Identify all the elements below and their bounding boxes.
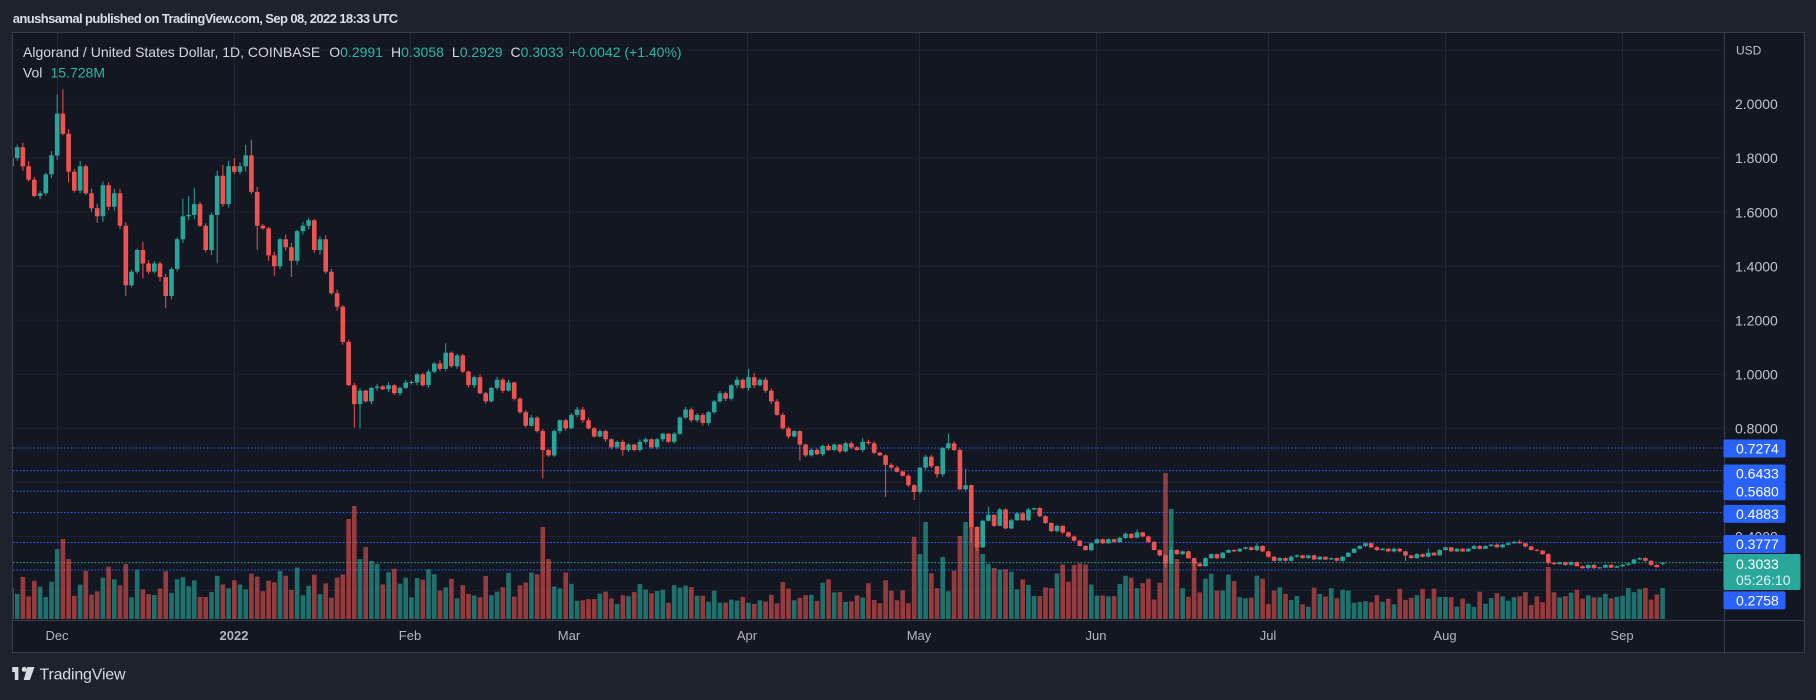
svg-text:Dec: Dec bbox=[45, 628, 69, 643]
svg-text:Algorand / United States Dolla: Algorand / United States Dollar, 1D, COI… bbox=[23, 44, 682, 60]
svg-text:anushsamal published on Tradin: anushsamal published on TradingView.com,… bbox=[13, 11, 399, 26]
svg-text:1.2000: 1.2000 bbox=[1735, 312, 1778, 328]
svg-text:0.3033: 0.3033 bbox=[1736, 556, 1779, 572]
svg-text:Feb: Feb bbox=[399, 628, 421, 643]
svg-text:Sep: Sep bbox=[1610, 628, 1633, 643]
svg-text:Jul: Jul bbox=[1260, 628, 1277, 643]
svg-text:Jun: Jun bbox=[1086, 628, 1107, 643]
svg-text:Vol: Vol bbox=[23, 65, 42, 81]
svg-text:0.6433: 0.6433 bbox=[1736, 466, 1779, 482]
svg-text:Mar: Mar bbox=[558, 628, 581, 643]
svg-text:2.0000: 2.0000 bbox=[1735, 96, 1778, 112]
svg-text:0.5680: 0.5680 bbox=[1736, 483, 1779, 499]
svg-text:USD: USD bbox=[1736, 44, 1762, 58]
svg-text:May: May bbox=[907, 628, 932, 643]
svg-text:Apr: Apr bbox=[737, 628, 758, 643]
svg-text:2022: 2022 bbox=[220, 628, 249, 643]
svg-text:0.2758: 0.2758 bbox=[1736, 592, 1779, 608]
svg-text:0.4883: 0.4883 bbox=[1736, 506, 1779, 522]
svg-text:1.6000: 1.6000 bbox=[1735, 204, 1778, 220]
svg-text:05:26:10: 05:26:10 bbox=[1736, 572, 1791, 588]
svg-text:1.8000: 1.8000 bbox=[1735, 150, 1778, 166]
svg-text:0.7274: 0.7274 bbox=[1736, 441, 1779, 457]
svg-text:0.3777: 0.3777 bbox=[1736, 536, 1779, 552]
svg-text:1.4000: 1.4000 bbox=[1735, 258, 1778, 274]
svg-text:15.728M: 15.728M bbox=[51, 65, 105, 81]
svg-text:Aug: Aug bbox=[1433, 628, 1456, 643]
svg-text:1.0000: 1.0000 bbox=[1735, 366, 1778, 382]
svg-text:0.8000: 0.8000 bbox=[1735, 421, 1778, 437]
svg-text:TradingView: TradingView bbox=[40, 667, 126, 684]
